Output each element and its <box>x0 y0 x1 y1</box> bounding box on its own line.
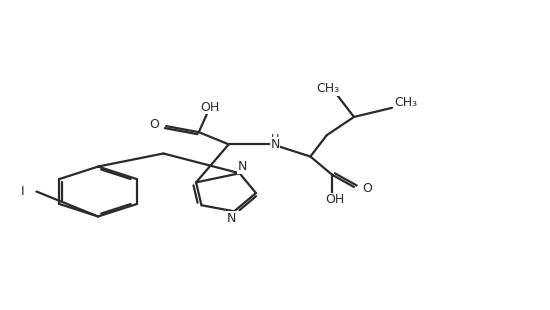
Text: OH: OH <box>325 193 344 206</box>
Text: CH₃: CH₃ <box>394 96 417 109</box>
Text: H: H <box>271 134 279 144</box>
Text: N: N <box>227 211 236 224</box>
Text: O: O <box>362 182 372 195</box>
Text: N: N <box>270 138 280 151</box>
Text: I: I <box>21 185 25 198</box>
Text: O: O <box>149 118 159 131</box>
Text: OH: OH <box>200 101 219 114</box>
Text: N: N <box>238 160 247 173</box>
Text: CH₃: CH₃ <box>316 82 339 95</box>
